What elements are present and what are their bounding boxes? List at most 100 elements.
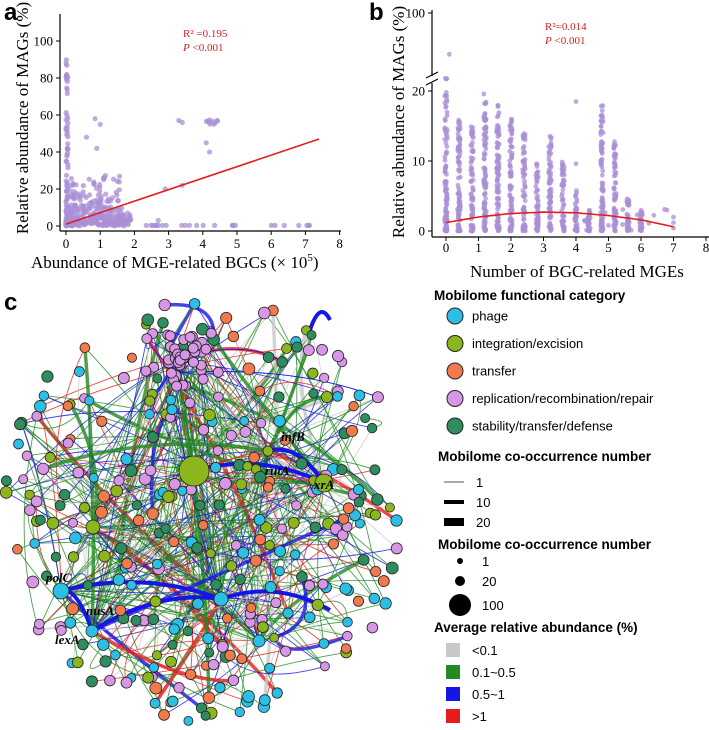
network-node <box>219 477 232 490</box>
panel-b-point <box>651 212 657 218</box>
network-node <box>225 560 238 572</box>
network-edge <box>29 494 173 504</box>
panel-b-point <box>612 228 618 233</box>
panel-b-point <box>481 91 487 97</box>
network-edge <box>72 534 343 610</box>
panel-a-point <box>70 188 76 194</box>
network-node <box>379 597 392 610</box>
panel-b-point <box>482 169 488 175</box>
panel-b-point <box>599 151 605 156</box>
network-node <box>264 662 275 674</box>
panel-b-point <box>443 90 449 95</box>
network-node <box>273 414 286 428</box>
network-edge <box>19 411 262 425</box>
network-node <box>13 438 24 450</box>
network-node <box>302 344 315 356</box>
panel-a-point <box>268 222 274 228</box>
panel-b-point <box>574 228 580 234</box>
panel-b-point <box>496 110 502 115</box>
network-node <box>50 551 61 562</box>
panel-b-point <box>509 200 514 206</box>
network-node <box>296 571 308 583</box>
panel-a-points <box>63 57 312 229</box>
panel-b-scatter: 0 1 2 3 4 5 6 7 8 0 10 20 100 R²=0.014 P <0.001 Rel… <box>389 6 709 281</box>
network-node <box>332 391 343 402</box>
panel-b-point <box>444 191 450 197</box>
network-edge <box>83 347 96 632</box>
panel-b-point <box>470 149 476 155</box>
panel-b-point <box>495 228 501 234</box>
network-node <box>147 613 160 625</box>
network-node <box>290 549 301 560</box>
panel-b-point <box>600 103 606 109</box>
panel-a-point <box>281 222 287 228</box>
panel-a-point <box>87 218 93 224</box>
network-node <box>197 424 210 436</box>
panel-a-point <box>101 175 107 181</box>
panel-b-point <box>470 213 475 218</box>
panel-b-point <box>483 182 488 188</box>
panel-b-point <box>639 211 645 217</box>
network-edge <box>263 312 377 572</box>
panel-a-point <box>179 119 185 125</box>
network-node <box>202 691 216 704</box>
panel-b-point <box>483 136 489 142</box>
network-node <box>254 533 267 546</box>
panel-a-point <box>155 217 161 223</box>
panel-a-x-tick-label: 3 <box>165 236 172 251</box>
network-node <box>149 595 162 608</box>
panel-a-x-tick-label: 0 <box>63 236 70 251</box>
gene-label-polC: polC <box>45 570 72 585</box>
network-node <box>0 486 13 499</box>
network-node <box>311 598 324 612</box>
legend-category-label: stability/transfer/defense <box>472 419 613 434</box>
network-edge <box>220 348 288 600</box>
panel-b-point <box>469 192 474 197</box>
legend-node-title: Mobilome co-occurrence number <box>438 537 652 552</box>
network-node <box>12 544 23 555</box>
panel-b-fit-curve <box>445 211 674 228</box>
panel-b-point <box>561 202 566 208</box>
panel-b-point <box>599 197 605 203</box>
network-node <box>96 415 108 427</box>
panel-b-point <box>443 127 448 133</box>
network-edge <box>50 450 195 472</box>
network-node <box>131 500 142 511</box>
panel-b-point <box>495 175 501 180</box>
network-node <box>280 645 292 657</box>
panel-a-point <box>112 223 118 229</box>
network-node <box>216 640 229 653</box>
panel-b-point <box>620 207 626 213</box>
panel-a-scatter: 0 1 2 3 4 5 6 7 8 0 20 40 60 80 100 R² =0.195 P <0.00… <box>13 2 343 272</box>
panel-b-point <box>598 142 604 148</box>
network-edge <box>176 385 269 452</box>
panel-b-point <box>509 224 515 229</box>
network-node <box>88 472 99 483</box>
panel-a-point <box>68 176 74 182</box>
panel-b-point <box>599 164 605 170</box>
network-node <box>168 623 180 635</box>
panel-b-point <box>520 188 526 193</box>
panel-a-point <box>94 145 100 151</box>
panel-b-point <box>496 129 501 134</box>
network-edge <box>247 466 356 516</box>
legend-abundance-label: >1 <box>472 709 487 724</box>
panel-b-point <box>468 142 474 148</box>
network-node <box>384 502 395 513</box>
network-node <box>282 607 294 619</box>
network-node <box>74 366 85 377</box>
panel-b-point <box>507 192 513 198</box>
legend-abundance-title: Average relative abundance (%) <box>434 620 638 635</box>
network-node <box>202 632 215 645</box>
panel-b-point <box>521 144 527 149</box>
network-node <box>262 351 275 363</box>
panel-b-point <box>482 178 488 183</box>
network-node <box>162 490 175 503</box>
panel-a-point <box>93 206 99 212</box>
network-node <box>158 709 170 721</box>
panel-b-point <box>456 117 462 123</box>
panel-a-x-label-main: Abundance of MGE-related BGCs (× 10 <box>31 253 307 272</box>
network-node <box>99 655 112 668</box>
network-node <box>237 546 250 559</box>
panel-a-point <box>94 215 100 221</box>
